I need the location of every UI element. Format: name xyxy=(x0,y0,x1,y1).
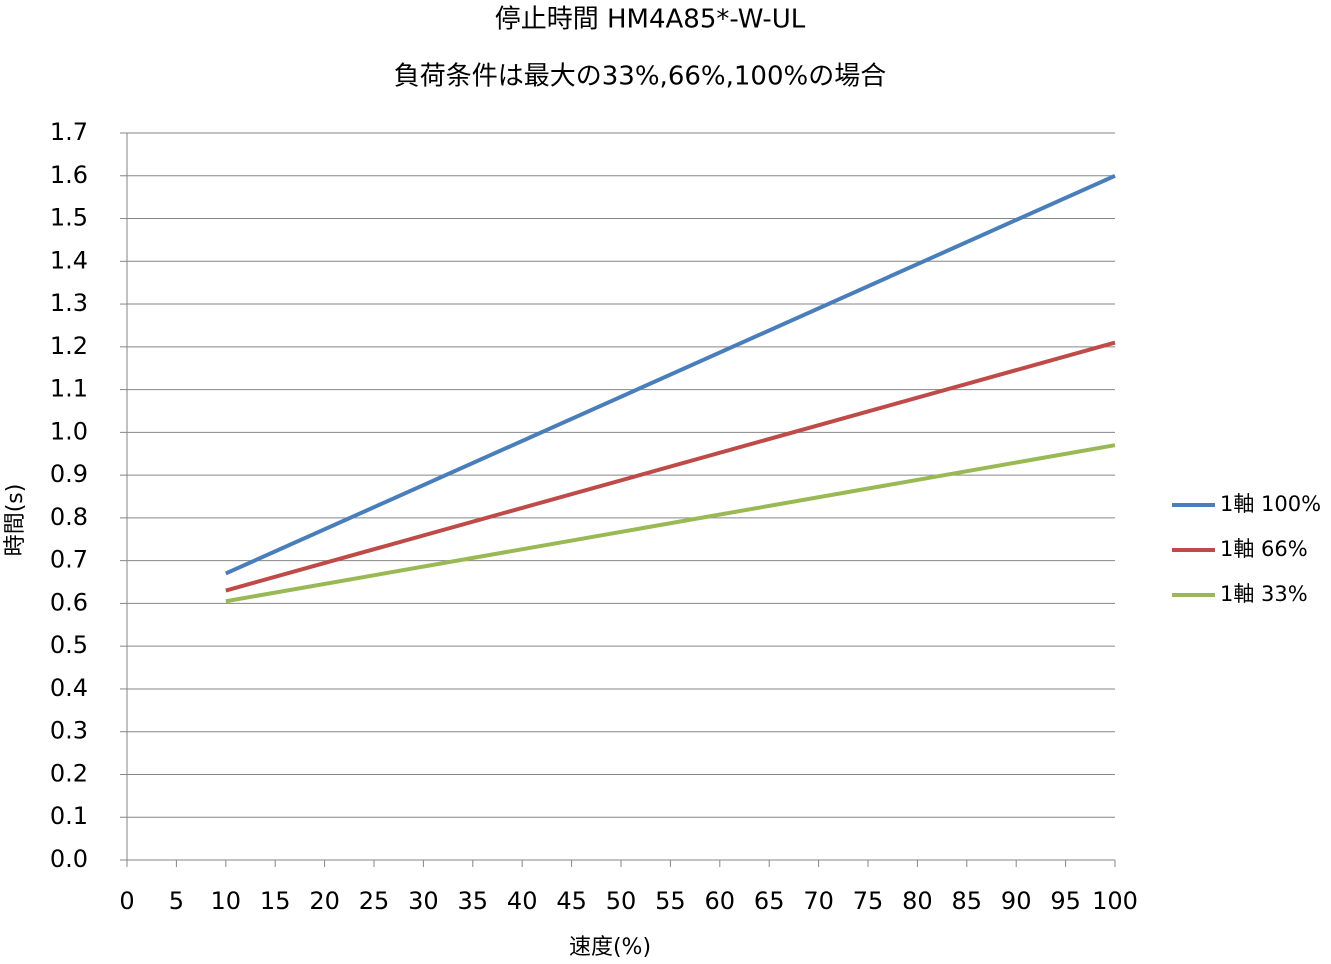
x-tick-label: 30 xyxy=(408,887,439,915)
x-tick-label: 15 xyxy=(260,887,291,915)
x-tick-label: 50 xyxy=(606,887,637,915)
x-tick-label: 35 xyxy=(458,887,489,915)
line-series xyxy=(225,340,1116,593)
legend-label: 1軸 66% xyxy=(1220,537,1308,561)
y-tick-label: 1.6 xyxy=(50,161,88,189)
chart-subtitle: 負荷条件は最大の33%,66%,100%の場合 xyxy=(394,62,886,92)
x-tick-label: 55 xyxy=(655,887,686,915)
x-tick-label: 10 xyxy=(211,887,242,915)
y-tick-label: 1.3 xyxy=(50,289,88,317)
x-tick-label: 20 xyxy=(309,887,340,915)
y-tick-label: 0.1 xyxy=(50,802,88,830)
x-tick-label: 25 xyxy=(359,887,390,915)
x-tick-label: 80 xyxy=(902,887,933,915)
y-tick-label: 1.2 xyxy=(50,332,88,360)
legend-label: 1軸 100% xyxy=(1220,492,1321,516)
x-tick-label: 70 xyxy=(803,887,834,915)
y-tick-label: 0.4 xyxy=(50,674,88,702)
y-tick-label: 1.7 xyxy=(50,118,88,146)
y-tick-label: 0.6 xyxy=(50,588,88,616)
y-tick-label: 1.4 xyxy=(50,246,88,274)
y-tick-label: 1.1 xyxy=(50,375,88,403)
x-tick-label: 90 xyxy=(1001,887,1032,915)
y-tick-label: 0.5 xyxy=(50,631,88,659)
y-tick-label: 0.8 xyxy=(50,503,88,531)
y-tick-label: 1.5 xyxy=(50,204,88,232)
x-axis-label: 速度(%) xyxy=(569,935,651,960)
x-tick-label: 85 xyxy=(952,887,983,915)
y-tick-label: 0.0 xyxy=(50,845,88,873)
y-tick-label: 0.3 xyxy=(50,717,88,745)
chart-title: 停止時間 HM4A85*-W-UL xyxy=(495,5,806,35)
line-series xyxy=(225,443,1116,604)
x-tick-label: 65 xyxy=(754,887,785,915)
y-tick-label: 0.2 xyxy=(50,759,88,787)
x-tick-label: 60 xyxy=(705,887,736,915)
x-tick-label: 5 xyxy=(169,887,184,915)
y-axis-label: 時間(s) xyxy=(3,484,28,557)
x-tick-label: 95 xyxy=(1050,887,1081,915)
line-series xyxy=(224,173,1116,576)
x-tick-label: 0 xyxy=(119,887,134,915)
y-tick-label: 1.0 xyxy=(50,417,88,445)
legend-label: 1軸 33% xyxy=(1220,582,1308,606)
x-tick-label: 45 xyxy=(556,887,587,915)
y-tick-label: 0.7 xyxy=(50,546,88,574)
x-tick-label: 40 xyxy=(507,887,538,915)
x-tick-label: 100 xyxy=(1092,887,1138,915)
x-tick-label: 75 xyxy=(853,887,884,915)
y-tick-label: 0.9 xyxy=(50,460,88,488)
